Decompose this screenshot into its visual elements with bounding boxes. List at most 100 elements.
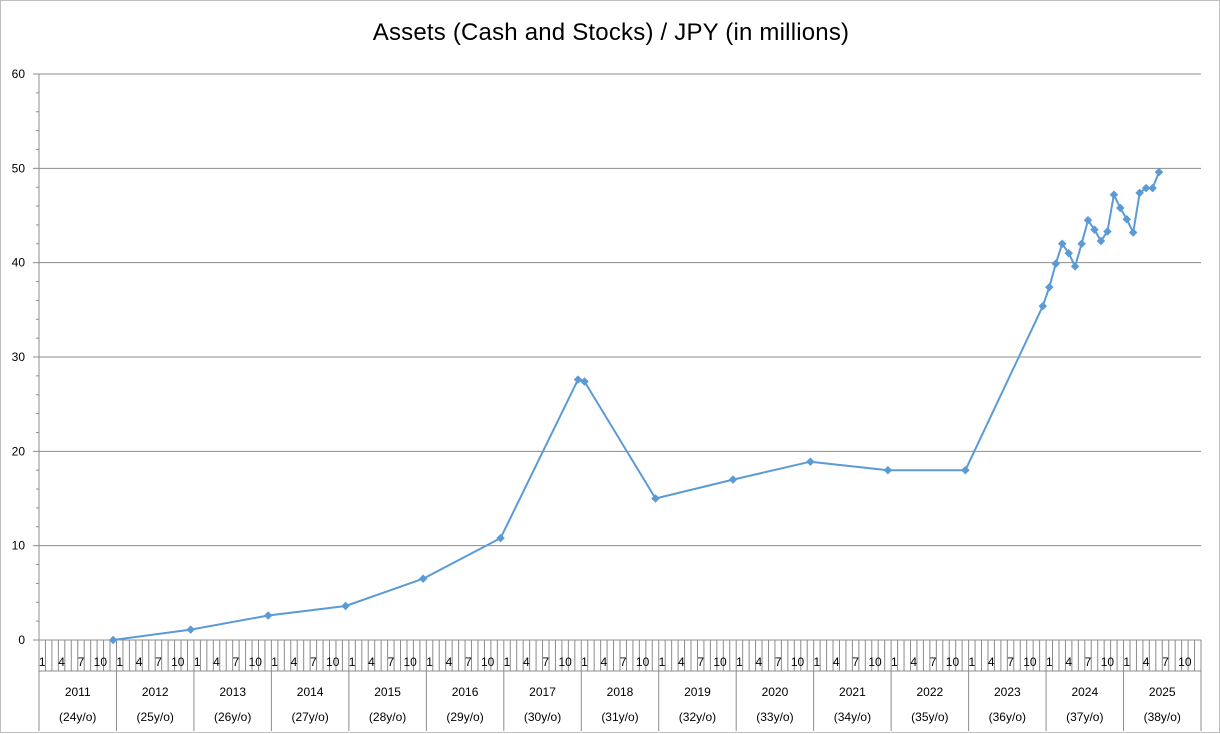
gridlines [39, 73, 1201, 547]
x-year-label: 2023 [994, 685, 1021, 699]
x-month-label: 1 [194, 655, 201, 669]
x-month-label: 4 [910, 655, 917, 669]
x-month-label: 7 [775, 655, 782, 669]
x-month-label: 4 [58, 655, 65, 669]
x-month-label: 7 [1085, 655, 1092, 669]
data-point-marker [496, 533, 505, 543]
data-point-marker [1083, 215, 1093, 225]
x-month-label: 7 [930, 655, 937, 669]
x-month-label: 4 [368, 655, 375, 669]
x-month-label: 10 [1023, 655, 1037, 669]
data-point-marker [1154, 167, 1164, 177]
x-year-label: 2024 [1071, 685, 1098, 699]
x-month-label: 4 [291, 655, 298, 669]
data-point-marker [1103, 227, 1112, 236]
x-month-label: 4 [601, 655, 608, 669]
x-year-label: 2014 [297, 685, 324, 699]
y-tick-label: 60 [12, 67, 26, 81]
data-point-marker [1077, 239, 1086, 249]
x-age-label: (37y/o) [1066, 710, 1103, 724]
x-month-label: 10 [868, 655, 882, 669]
x-month-label: 7 [1162, 655, 1169, 669]
x-month-label: 1 [736, 655, 743, 669]
series-line-0 [113, 171, 1160, 641]
x-month-label: 1 [271, 655, 278, 669]
data-point-marker [1115, 203, 1125, 213]
x-month-label: 7 [697, 655, 704, 669]
x-year-label: 2013 [219, 685, 246, 699]
data-point-marker [108, 635, 118, 645]
data-point-marker [1141, 183, 1151, 193]
data-point-marker [1135, 188, 1145, 198]
x-age-label: (30y/o) [524, 710, 561, 724]
data-point-marker [341, 601, 350, 611]
x-year-label: 2019 [684, 685, 711, 699]
x-age-label: (32y/o) [679, 710, 716, 724]
x-month-label: 7 [1007, 655, 1014, 669]
x-month-label: 4 [678, 655, 685, 669]
x-year-label: 2025 [1149, 685, 1176, 699]
data-point-marker [1057, 239, 1067, 249]
series-markers [108, 167, 1164, 645]
y-tick-label: 20 [12, 444, 26, 458]
x-month-label: 10 [481, 655, 495, 669]
x-month-label: 1 [891, 655, 898, 669]
data-point-marker [418, 574, 428, 584]
data-point-marker [651, 494, 660, 503]
x-month-label: 4 [523, 655, 530, 669]
x-month-label: 4 [1143, 655, 1150, 669]
x-month-label: 10 [171, 655, 185, 669]
x-month-label: 4 [833, 655, 840, 669]
x-month-label: 1 [39, 655, 46, 669]
x-month-label: 1 [116, 655, 123, 669]
x-age-label: (35y/o) [911, 710, 948, 724]
series-line [113, 171, 1160, 641]
x-year-label: 2015 [374, 685, 401, 699]
x-month-label: 1 [814, 655, 821, 669]
data-point-marker [1064, 248, 1074, 258]
data-point-marker [1122, 214, 1132, 224]
data-point-marker [1128, 228, 1138, 237]
x-month-label: 10 [1101, 655, 1115, 669]
x-month-label: 1 [1123, 655, 1130, 669]
x-month-label: 1 [504, 655, 511, 669]
x-month-label: 10 [1178, 655, 1192, 669]
x-month-label: 4 [446, 655, 453, 669]
chart-title: Assets (Cash and Stocks) / JPY (in milli… [372, 19, 850, 46]
x-month-label: 7 [155, 655, 162, 669]
x-month-label: 7 [310, 655, 317, 669]
data-point-marker [580, 377, 589, 386]
x-month-label: 1 [659, 655, 666, 669]
x-month-label: 10 [713, 655, 727, 669]
x-year-label: 2011 [65, 685, 91, 699]
x-age-label: (26y/o) [214, 710, 251, 724]
y-tick-label: 40 [12, 256, 26, 270]
x-month-label: 4 [136, 655, 143, 669]
x-month-label: 7 [233, 655, 240, 669]
x-month-label: 7 [852, 655, 859, 669]
data-point-marker [1109, 190, 1119, 200]
y-tick-label: 10 [12, 539, 26, 553]
y-tick-label: 0 [18, 633, 25, 647]
x-age-label: (28y/o) [369, 710, 406, 724]
data-point-marker [1148, 183, 1157, 193]
data-point-marker [1044, 282, 1054, 292]
x-month-label: 10 [791, 655, 805, 669]
data-point-marker [1096, 236, 1106, 246]
x-age-label: (25y/o) [137, 710, 174, 724]
x-year-label: 2022 [917, 685, 944, 699]
data-point-marker [1051, 259, 1061, 268]
x-month-label: 10 [946, 655, 960, 669]
data-point-marker [1070, 262, 1080, 271]
x-month-label: 1 [349, 655, 356, 669]
y-tick-label: 50 [12, 161, 26, 175]
x-age-label: (27y/o) [291, 710, 328, 724]
x-age-label: (36y/o) [989, 710, 1026, 724]
x-month-label: 1 [968, 655, 975, 669]
x-month-label: 7 [465, 655, 472, 669]
x-age-label: (34y/o) [834, 710, 871, 724]
x-month-label: 10 [94, 655, 108, 669]
